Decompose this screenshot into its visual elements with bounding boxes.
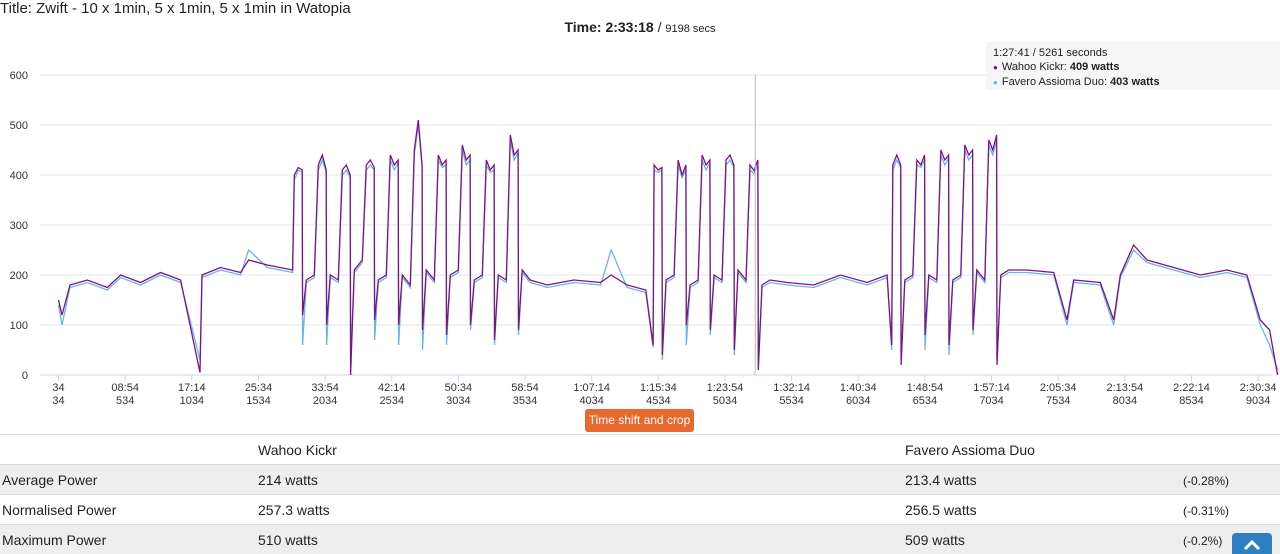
tooltip-dot: ● bbox=[993, 78, 998, 87]
column-header: Wahoo Kickr bbox=[258, 442, 337, 458]
x-tick-seconds: 3534 bbox=[513, 395, 537, 407]
x-tick-label: 50:34 bbox=[445, 382, 473, 394]
x-tick-seconds: 4034 bbox=[579, 395, 603, 407]
x-tick-seconds: 9034 bbox=[1246, 395, 1270, 407]
table-cell: 257.3 watts bbox=[258, 502, 330, 518]
table-cell: 213.4 watts bbox=[905, 472, 977, 488]
time-shift-button[interactable]: Time shift and crop bbox=[585, 409, 694, 432]
x-tick-label: 25:34 bbox=[245, 382, 273, 394]
power-line bbox=[57, 124, 1279, 371]
x-tick-label: 1:40:34 bbox=[840, 382, 877, 394]
table-cell: Average Power bbox=[2, 472, 98, 488]
x-tick-label: 58:54 bbox=[511, 382, 539, 394]
table-cell: 214 watts bbox=[258, 472, 318, 488]
table-cell: (-0.28%) bbox=[1183, 474, 1230, 488]
y-tick-label: 600 bbox=[10, 70, 28, 82]
tooltip-value: 403 watts bbox=[1110, 76, 1160, 88]
x-tick-label: 42:14 bbox=[378, 382, 406, 394]
scroll-top-button[interactable] bbox=[1232, 533, 1272, 554]
x-tick-label: 1:23:54 bbox=[707, 382, 744, 394]
x-tick-seconds: 5534 bbox=[779, 395, 803, 407]
x-tick-seconds: 1534 bbox=[246, 395, 270, 407]
tooltip-header: 1:27:41 / 5261 seconds bbox=[993, 47, 1108, 59]
power-line bbox=[57, 119, 1279, 376]
table-cell: Maximum Power bbox=[2, 532, 107, 548]
y-tick-label: 500 bbox=[10, 120, 28, 132]
x-tick-seconds: 2034 bbox=[313, 395, 337, 407]
x-tick-seconds: 534 bbox=[116, 395, 134, 407]
x-tick-seconds: 6034 bbox=[846, 395, 870, 407]
x-tick-seconds: 3034 bbox=[446, 395, 470, 407]
table-cell: 510 watts bbox=[258, 532, 318, 548]
x-tick-label: 1:57:14 bbox=[973, 382, 1010, 394]
x-tick-seconds: 7034 bbox=[979, 395, 1003, 407]
x-tick-label: 2:05:34 bbox=[1040, 382, 1077, 394]
table-cell: 256.5 watts bbox=[905, 502, 977, 518]
table-cell: 509 watts bbox=[905, 532, 965, 548]
x-tick-seconds: 6534 bbox=[913, 395, 937, 407]
y-tick-label: 400 bbox=[10, 170, 28, 182]
table-cell: (-0.2%) bbox=[1183, 534, 1223, 548]
x-tick-label: 33:54 bbox=[311, 382, 339, 394]
table-row: Average Power 214 watts 213.4 watts (-0.28%… bbox=[0, 465, 1280, 495]
x-tick-seconds: 34 bbox=[52, 395, 64, 407]
x-tick-label: 2:13:54 bbox=[1106, 382, 1143, 394]
duration: 9198 secs bbox=[665, 23, 716, 35]
tooltip-value: 409 watts bbox=[1069, 61, 1120, 73]
y-tick-label: 200 bbox=[10, 270, 28, 282]
tooltip: 1:27:41 / 5261 seconds ● Wahoo Kickr: 409… bbox=[986, 42, 1280, 90]
x-tick-seconds: 4534 bbox=[646, 395, 670, 407]
time-value: Time: 2:33:18 bbox=[564, 19, 654, 35]
tooltip-label: Wahoo Kickr: bbox=[1001, 61, 1067, 73]
time-summary: Time: 2:33:18 / 9198 secs bbox=[564, 19, 716, 35]
x-tick-seconds: 2534 bbox=[380, 395, 404, 407]
x-tick-label: 08:54 bbox=[111, 382, 139, 394]
y-tick-label: 100 bbox=[10, 320, 28, 332]
table-header: Wahoo Kickr Favero Assioma Duo bbox=[0, 435, 1280, 465]
tooltip-item: ● Wahoo Kickr: 409 watts bbox=[993, 60, 1273, 75]
x-tick-label: 1:48:54 bbox=[907, 382, 944, 394]
table-cell: Normalised Power bbox=[2, 502, 117, 518]
tooltip-dot: ● bbox=[993, 63, 998, 72]
x-tick-label: 2:22:14 bbox=[1173, 382, 1210, 394]
tooltip-label: Favero Assioma Duo: bbox=[1001, 76, 1107, 88]
column-header: Favero Assioma Duo bbox=[905, 442, 1035, 458]
table-cell: (-0.31%) bbox=[1183, 504, 1230, 518]
x-tick-label: 17:14 bbox=[178, 382, 206, 394]
stats-table: Wahoo Kickr Favero Assioma Duo Average Pow… bbox=[0, 434, 1280, 554]
x-tick-seconds: 8534 bbox=[1179, 395, 1203, 407]
x-tick-label: 2:30:34 bbox=[1240, 382, 1277, 394]
x-tick-label: 34 bbox=[52, 382, 64, 394]
x-tick-label: 1:15:34 bbox=[640, 382, 677, 394]
x-tick-seconds: 7534 bbox=[1046, 395, 1070, 407]
chevron-icon bbox=[1243, 539, 1261, 551]
tooltip-item: ● Favero Assioma Duo: 403 watts bbox=[993, 75, 1273, 90]
x-tick-seconds: 5034 bbox=[713, 395, 737, 407]
x-tick-label: 1:32:14 bbox=[773, 382, 810, 394]
x-tick-seconds: 1034 bbox=[180, 395, 204, 407]
table-row: Normalised Power 257.3 watts 256.5 watts (-… bbox=[0, 495, 1280, 525]
page-title: Title: Zwift - 10 x 1min, 5 x 1min, 5 x … bbox=[0, 0, 351, 17]
y-tick-label: 300 bbox=[10, 220, 28, 232]
y-tick-label: 0 bbox=[22, 370, 28, 382]
table-row: Maximum Power 510 watts 509 watts (-0.2%) bbox=[0, 525, 1280, 554]
x-tick-seconds: 8034 bbox=[1113, 395, 1137, 407]
x-tick-label: 1:07:14 bbox=[573, 382, 610, 394]
